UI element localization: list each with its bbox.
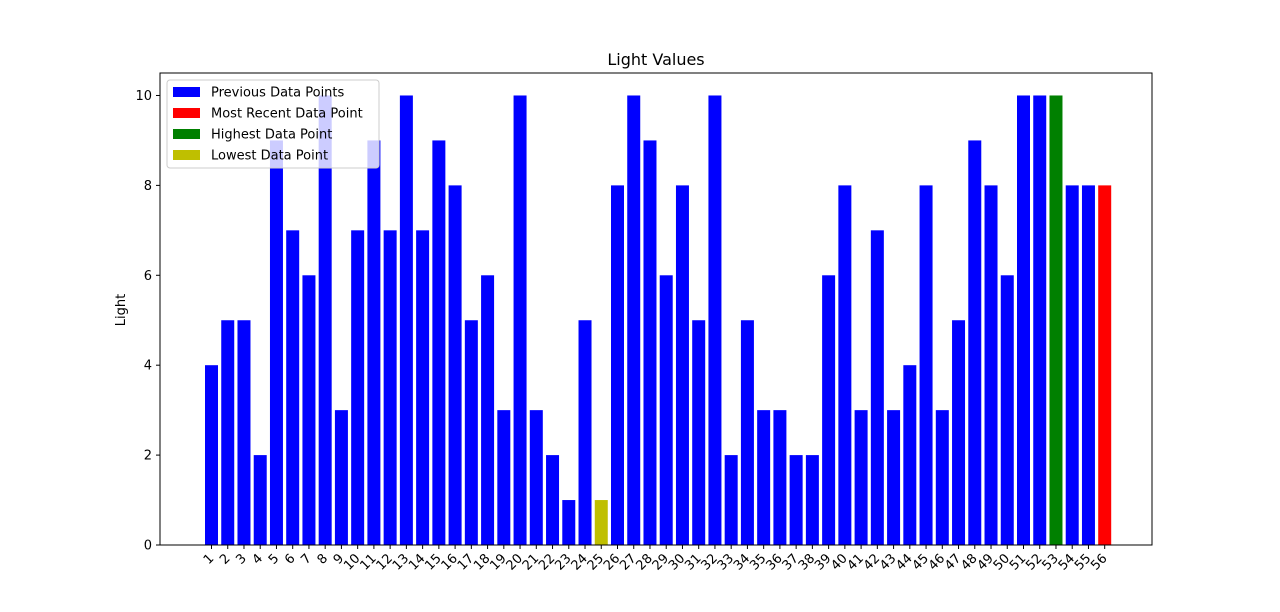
bar-4 (253, 455, 267, 545)
bar-21 (529, 410, 543, 545)
x-axis-ticks: 1 2 3 4 5 6 7 8 91011121314151617181920212223242… (201, 545, 1111, 574)
bar-51 (1017, 95, 1030, 545)
bar-29 (659, 275, 673, 545)
bar-17 (464, 320, 478, 545)
legend-label: Previous Data Points (211, 86, 345, 101)
bar-27 (627, 95, 641, 545)
bar-47 (952, 320, 966, 545)
plot-frame (159, 72, 1153, 546)
bar-49 (984, 185, 998, 545)
bar-40 (838, 185, 852, 545)
bar-3 (237, 320, 251, 545)
bar-28 (643, 140, 657, 545)
bar-25 (594, 500, 608, 545)
legend: Previous Data Points Most Recent Data Poi… (166, 79, 380, 169)
x-tick-label: 5 (266, 551, 282, 567)
bar-35 (757, 410, 771, 545)
bar-53 (1049, 95, 1063, 545)
x-tick-label: 6 (282, 551, 298, 567)
x-tick-label: 3 (233, 551, 249, 567)
legend-swatch (173, 150, 200, 160)
legend-box (166, 79, 380, 169)
y-axis-ticks: 0 2 4 6 8 10 (135, 89, 160, 554)
bar-48 (968, 140, 982, 545)
bar-52 (1033, 95, 1047, 545)
x-tick-label: 8 (315, 551, 331, 567)
y-tick-label: 6 (144, 269, 152, 284)
bar-30 (675, 185, 689, 545)
bar-19 (497, 410, 511, 545)
bar-41 (854, 410, 868, 545)
y-tick-label: 4 (144, 359, 152, 374)
bar-38 (805, 455, 819, 545)
x-tick-label: 4 (250, 551, 266, 567)
bar-23 (562, 500, 576, 545)
x-tick-label: 7 (298, 551, 314, 567)
bar-16 (448, 185, 462, 545)
bar-2 (221, 320, 235, 545)
bar-50 (1000, 275, 1014, 545)
x-tick-label: 2 (217, 551, 233, 567)
y-tick-label: 10 (135, 89, 152, 104)
bar-39 (822, 275, 836, 545)
legend-label: Most Recent Data Point (211, 107, 363, 122)
bar-56 (1098, 185, 1112, 545)
bar-12 (383, 230, 397, 545)
bar-9 (334, 410, 348, 545)
bar-45 (919, 185, 933, 545)
y-tick-label: 2 (144, 449, 152, 464)
legend-swatch (173, 129, 200, 139)
bar-20 (513, 95, 527, 545)
bar-43 (887, 410, 901, 545)
x-tick-label: 56 (1088, 551, 1110, 573)
bar-8 (318, 95, 332, 545)
legend-swatch (173, 87, 200, 97)
y-tick-label: 8 (144, 179, 152, 194)
y-tick-label: 0 (144, 539, 152, 554)
bar-7 (302, 275, 316, 545)
bar-31 (692, 320, 706, 545)
legend-swatch (173, 108, 200, 118)
bar-42 (870, 230, 884, 545)
bar-6 (286, 230, 300, 545)
bar-33 (724, 455, 738, 545)
bar-46 (935, 410, 949, 545)
bar-14 (416, 230, 430, 545)
bar-5 (269, 140, 283, 545)
bar-36 (773, 410, 787, 545)
legend-label: Lowest Data Point (211, 149, 328, 164)
y-axis-label: Light (114, 294, 129, 326)
bar-22 (546, 455, 560, 545)
bar-13 (399, 95, 413, 545)
bar-1 (205, 365, 218, 545)
bar-10 (351, 230, 365, 545)
x-tick-label: 1 (201, 551, 217, 567)
bar-32 (708, 95, 722, 545)
bar-55 (1081, 185, 1095, 545)
bar-26 (611, 185, 624, 545)
bar-11 (367, 140, 381, 545)
legend-label: Highest Data Point (211, 128, 332, 143)
chart-title: Light Values (607, 50, 704, 69)
bar-15 (432, 140, 446, 545)
bar-37 (789, 455, 803, 545)
bar-54 (1065, 185, 1079, 545)
bar-34 (740, 320, 754, 545)
bars-group (205, 95, 1112, 545)
bar-44 (903, 365, 917, 545)
bar-18 (481, 275, 495, 545)
bar-24 (578, 320, 592, 545)
